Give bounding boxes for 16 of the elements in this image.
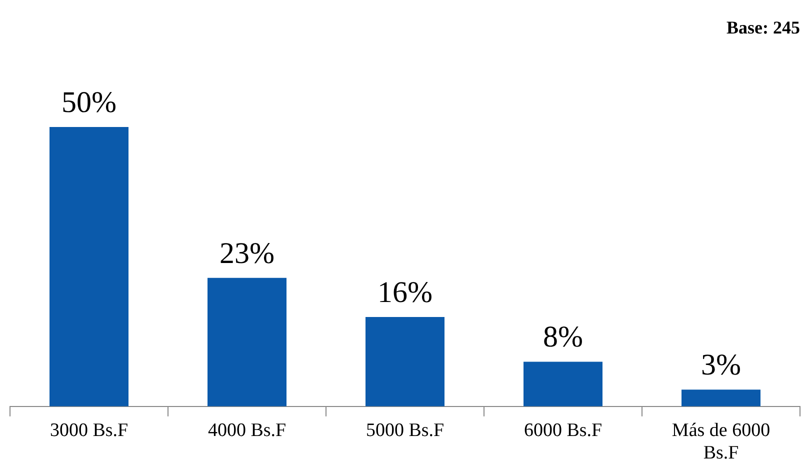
data-label: 16% (378, 276, 432, 309)
data-label: 8% (543, 320, 583, 354)
x-tick-label: 3000 Bs.F (50, 420, 128, 441)
x-tick-label: 6000 Bs.F (524, 420, 602, 441)
bar (50, 127, 128, 406)
bar (366, 316, 444, 406)
data-label: 50% (62, 86, 116, 119)
x-tick-label: Más de 6000 Bs.F (672, 420, 770, 464)
x-tick-label: 5000 Bs.F (366, 420, 444, 441)
data-label: 23% (220, 236, 274, 270)
bar (682, 390, 760, 406)
text: Base: 245 (726, 18, 800, 38)
bar (208, 278, 286, 406)
data-label: 3% (701, 348, 741, 382)
x-tick-label: 4000 Bs.F (208, 420, 286, 441)
bar (524, 362, 602, 406)
